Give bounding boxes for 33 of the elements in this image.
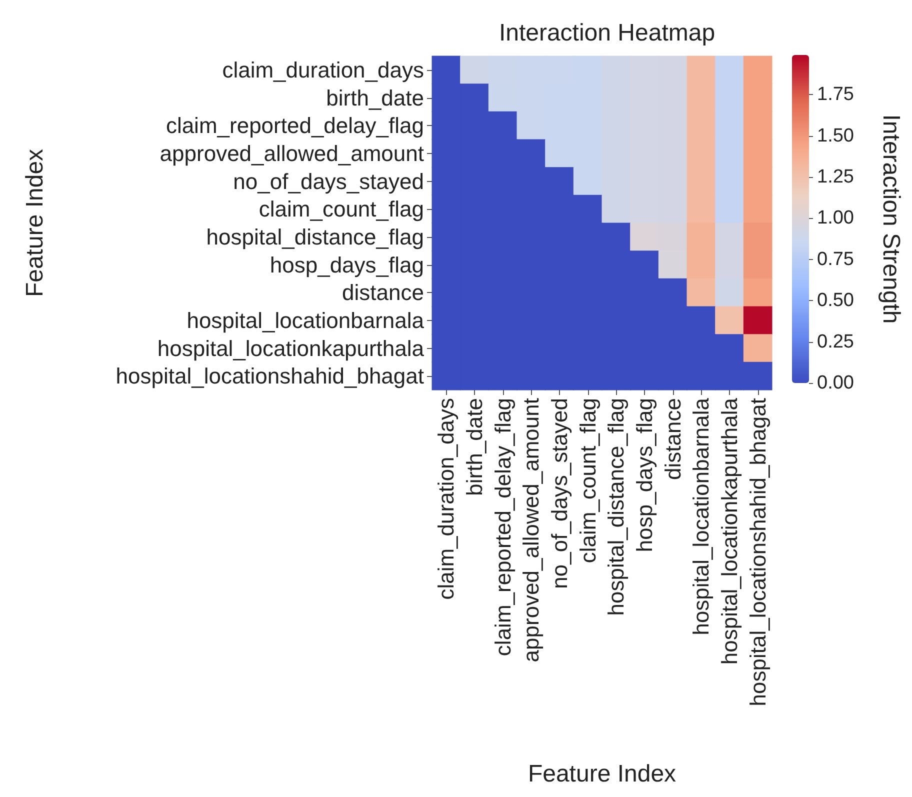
x-tick-label: hospital_locationshahid_bhagat xyxy=(745,398,770,706)
y-tick-label: birth_date xyxy=(326,85,424,110)
y-tick-label: hospital_distance_flag xyxy=(206,224,424,250)
y-tick-label: hospital_locationbarnala xyxy=(186,308,425,333)
color-bar-title: Interaction Strength xyxy=(878,114,904,324)
y-tick-label: hospital_locationshahid_bhagat xyxy=(116,364,424,389)
color-bar-label: 0.00 xyxy=(817,372,854,394)
x-tick-label: hospital_locationkapurthala xyxy=(717,397,742,665)
y-tick-label: hospital_locationkapurthala xyxy=(157,336,425,361)
color-bar-label: 1.50 xyxy=(817,125,854,146)
y-tick-label: claim_count_flag xyxy=(258,196,424,222)
color-bar-label: 1.75 xyxy=(817,84,854,106)
y-tick-label: claim_duration_days xyxy=(222,57,424,82)
x-tick-label: birth_date xyxy=(462,398,487,496)
x-tick-label: claim_count_flag xyxy=(575,398,600,564)
y-tick-label: claim_reported_delay_flag xyxy=(166,113,424,138)
chart-title: Interaction Heatmap xyxy=(498,20,716,46)
y-tick-label: approved_allowed_amount xyxy=(160,140,424,166)
x-tick-label: hospital_locationbarnala xyxy=(688,397,714,636)
y-axis-title: Feature Index xyxy=(22,148,48,298)
x-tick-label: hosp_days_flag xyxy=(632,398,657,552)
color-bar-label: 0.50 xyxy=(817,290,854,312)
y-tick-label: hosp_days_flag xyxy=(270,252,424,278)
x-tick-label: no_of_days_stayed xyxy=(547,398,572,589)
color-bar-label: 1.00 xyxy=(817,208,854,229)
y-tick-label: distance xyxy=(342,280,424,306)
x-tick-label: hospital_distance_flag xyxy=(604,398,629,616)
y-tick-label: no_of_days_stayed xyxy=(233,168,424,194)
color-bar-label: 0.75 xyxy=(817,248,854,270)
color-bar-label: 1.25 xyxy=(817,166,854,188)
x-tick-label: distance xyxy=(660,398,686,480)
color-bar-label: 0.25 xyxy=(817,331,854,352)
x-axis-title: Feature Index xyxy=(528,760,676,788)
